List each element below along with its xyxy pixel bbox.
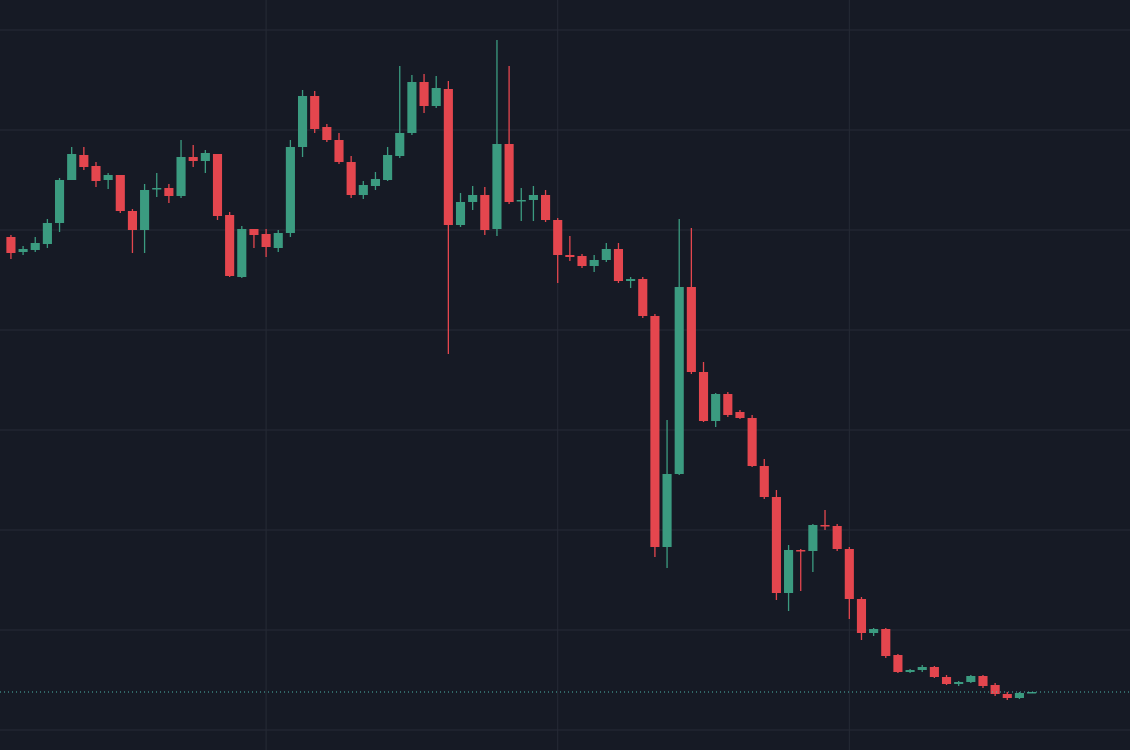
candle-body: [103, 175, 113, 180]
candle-body: [285, 147, 295, 233]
candle-body: [954, 682, 964, 684]
candle-body: [893, 655, 903, 672]
candle-body: [297, 96, 308, 147]
candle-body: [504, 144, 514, 202]
candle-body: [990, 685, 1000, 694]
candle-body: [796, 550, 806, 552]
candle-body: [516, 200, 526, 202]
candle-body: [528, 195, 538, 200]
candle-body: [54, 180, 65, 223]
candle-body: [917, 667, 927, 670]
candle-body: [42, 223, 52, 244]
candle-body: [346, 162, 356, 195]
candle-body: [383, 155, 393, 180]
candle-body: [784, 550, 794, 593]
candle-body: [650, 316, 660, 547]
candle-body: [334, 140, 344, 162]
candle-body: [6, 237, 16, 253]
candle-body: [127, 211, 137, 230]
candle-body: [200, 153, 210, 161]
candle-body: [978, 676, 988, 686]
candle-body: [674, 287, 684, 474]
candle-body: [468, 195, 478, 202]
candle-body: [455, 202, 466, 225]
candle-body: [1014, 693, 1024, 698]
candle-body: [832, 526, 842, 549]
candle-body: [735, 412, 745, 418]
candle-body: [152, 188, 162, 190]
candle-body: [565, 255, 575, 257]
candle-body: [1027, 692, 1037, 694]
candle-body: [856, 599, 867, 633]
candle-body: [176, 157, 186, 196]
candle-body: [273, 233, 283, 248]
candle-body: [480, 195, 490, 230]
candle-body: [395, 133, 405, 156]
candle-body: [869, 629, 879, 633]
candle-body: [881, 629, 891, 656]
candle-body: [759, 466, 769, 497]
candle-body: [553, 220, 563, 255]
candle-body: [212, 154, 223, 216]
candle-body: [966, 676, 976, 682]
candle-body: [188, 157, 198, 161]
candle-body: [30, 243, 40, 250]
candle-body: [237, 229, 247, 277]
candle-body: [808, 525, 818, 551]
candle-body: [310, 96, 320, 129]
candle-body: [589, 260, 599, 266]
candle-body: [249, 229, 259, 235]
candle-body: [370, 179, 381, 186]
candle-body: [91, 166, 101, 181]
candle-body: [541, 195, 551, 220]
candle-body: [225, 215, 235, 276]
candle-body: [492, 144, 502, 229]
candle-body: [820, 525, 830, 527]
candle-body: [662, 474, 672, 547]
candle-body: [67, 154, 77, 180]
candle-body: [577, 256, 587, 266]
candle-body: [79, 155, 89, 167]
candle-body: [723, 394, 733, 415]
candle-body: [407, 82, 417, 133]
candle-body: [698, 372, 709, 421]
candle-body: [18, 249, 28, 252]
candle-body: [941, 677, 952, 684]
candle-body: [261, 234, 271, 247]
candle-body: [613, 249, 624, 281]
candle-body: [771, 497, 781, 593]
candle-body: [601, 249, 611, 260]
candle-body: [905, 670, 915, 672]
candle-body: [747, 418, 757, 466]
candle-body: [322, 127, 332, 140]
candle-body: [431, 88, 441, 106]
candle-body: [844, 549, 854, 599]
candle-body: [626, 279, 636, 281]
candle-body: [711, 394, 721, 421]
candle-body: [638, 279, 648, 316]
candle-body: [358, 185, 368, 195]
candle-body: [419, 82, 429, 106]
candle-body: [1002, 694, 1012, 698]
candle-body: [929, 667, 939, 677]
candle-body: [164, 188, 174, 196]
candle-body: [686, 287, 696, 372]
candle-body: [115, 175, 125, 211]
candle-body: [443, 89, 453, 225]
candle-body: [140, 190, 150, 230]
